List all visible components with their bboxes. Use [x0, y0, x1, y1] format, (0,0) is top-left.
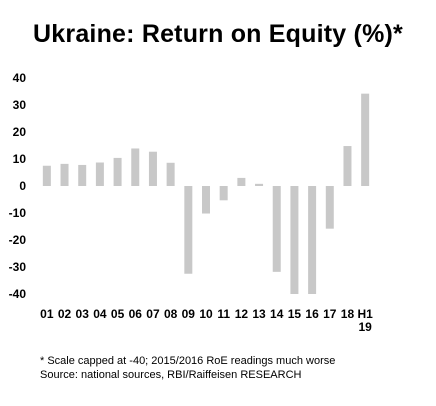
bar-06: [131, 148, 140, 186]
x-tick-label: 03: [76, 307, 90, 321]
y-tick-label: 10: [13, 152, 27, 166]
y-tick-label: 0: [19, 179, 26, 193]
y-tick-label: 40: [13, 71, 27, 85]
bar-05: [113, 157, 122, 186]
bar-18: [343, 146, 352, 186]
y-tick-label: 20: [13, 125, 27, 139]
bar-04: [95, 162, 104, 186]
bar-09: [184, 186, 193, 274]
bar-08: [166, 162, 175, 186]
x-tick-label: 12: [235, 307, 249, 321]
x-tick-label: 15: [288, 307, 302, 321]
y-axis-ticks: 40 30 20 10 0 -10 -20 -30 -40: [9, 71, 27, 301]
bar-11: [219, 186, 228, 201]
bar-02: [60, 163, 69, 186]
x-tick-label: 13: [252, 307, 266, 321]
x-tick-label: 11: [217, 307, 230, 321]
x-tick-label: H1 19: [357, 307, 373, 334]
bar-01: [42, 165, 51, 186]
bar-13: [255, 183, 264, 186]
footnote-source: Source: national sources, RBI/Raiffeisen…: [40, 369, 302, 381]
x-tick-label: 10: [199, 307, 213, 321]
x-tick-label: 07: [146, 307, 160, 321]
bar-16: [308, 186, 317, 294]
x-tick-label: 17: [323, 307, 337, 321]
bars: [42, 93, 370, 294]
bar-14: [272, 186, 281, 272]
y-tick-label: -20: [9, 233, 27, 247]
x-tick-label: 09: [182, 307, 196, 321]
bar-15: [290, 186, 299, 294]
x-tick-label: 06: [129, 307, 143, 321]
bar-10: [202, 186, 210, 214]
y-tick-label: -30: [9, 260, 27, 274]
x-tick-label: 01: [40, 307, 54, 321]
x-tick-label: 02: [58, 307, 72, 321]
chart-title: Ukraine: Return on Equity (%)*: [33, 20, 403, 48]
x-axis-ticks: 01 02 03 04 05 06 07 08 09 10 11 12 13 14 15 16 17 18 H1 19: [40, 307, 373, 334]
bar-17: [325, 186, 334, 229]
x-tick-label: 18: [341, 307, 355, 321]
bar-12: [237, 177, 246, 186]
bar-h1-19: [361, 93, 370, 186]
bar-03: [78, 164, 87, 186]
y-tick-label: 30: [13, 98, 27, 112]
y-tick-label: -40: [9, 287, 27, 301]
x-tick-label: 16: [305, 307, 319, 321]
x-tick-label: 04: [93, 307, 107, 321]
x-tick-label: 08: [164, 307, 178, 321]
y-tick-label: -10: [9, 206, 27, 220]
x-tick-label: 05: [111, 307, 125, 321]
bar-07: [148, 151, 157, 186]
x-tick-label: 14: [270, 307, 284, 321]
footnote-scale: * Scale capped at -40; 2015/2016 RoE rea…: [40, 355, 336, 367]
